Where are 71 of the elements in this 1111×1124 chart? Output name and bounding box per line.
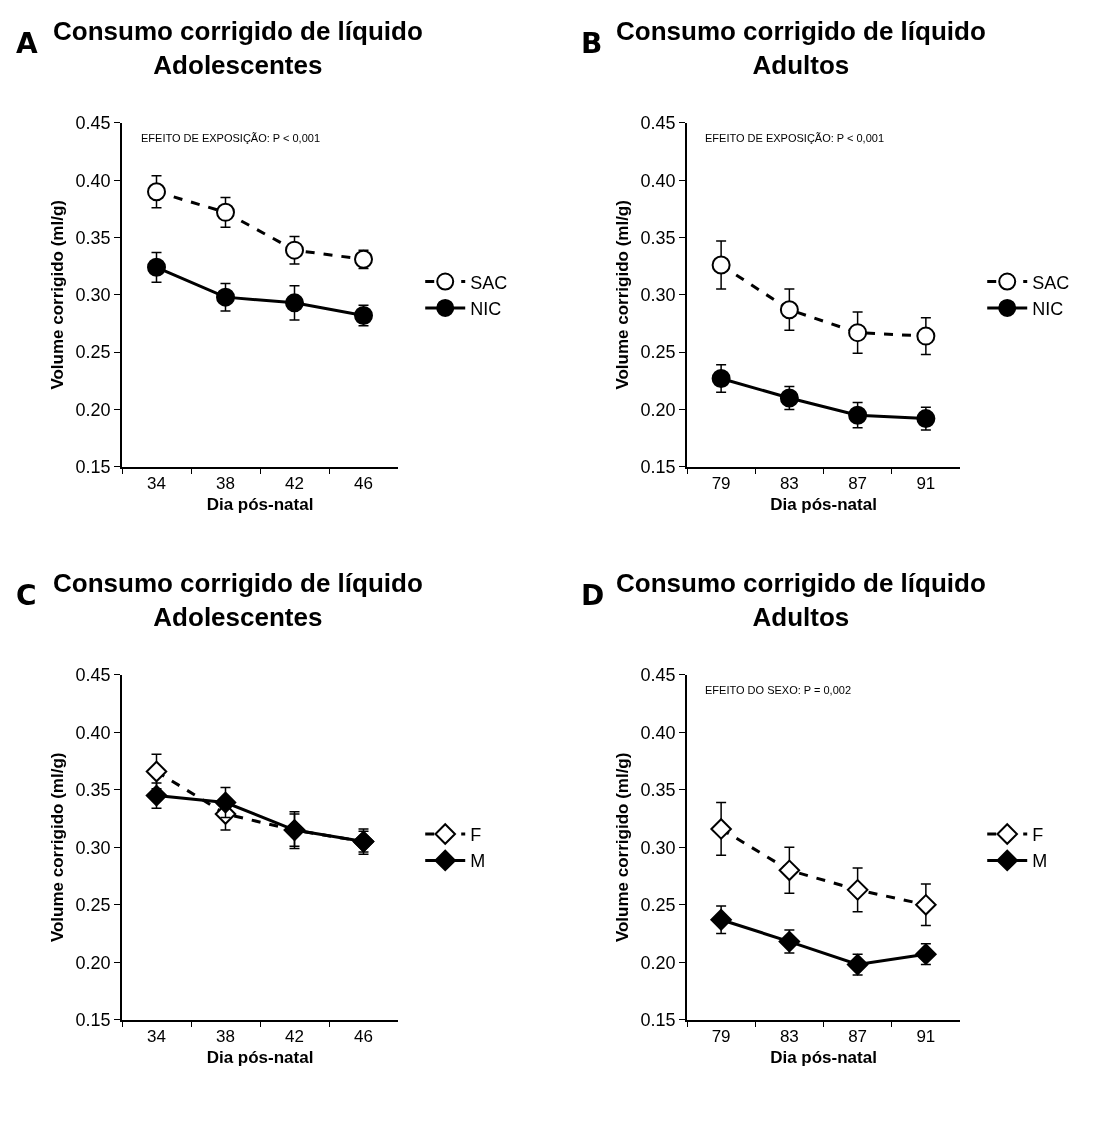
x-tick-label: 46 — [354, 1026, 373, 1046]
y-tick-label: 0.15 — [75, 1010, 111, 1030]
chart-title: Consumo corrigido de líquido Adolescentes — [53, 568, 423, 632]
y-tick-label: 0.30 — [75, 285, 111, 306]
y-axis-title: Volume corrigido (ml/g) — [612, 200, 632, 390]
y-tick-label: 0.35 — [640, 227, 676, 248]
x-tick-label: 91 — [916, 473, 936, 493]
x-tick-label: 87 — [848, 473, 868, 493]
text: C — [16, 579, 37, 612]
chart-title: Consumo corrigido de líquido Adultos — [616, 568, 986, 632]
x-tick-label: 83 — [779, 473, 799, 493]
y-tick-label: 0.20 — [640, 399, 676, 420]
y-tick-label: 0.40 — [75, 722, 111, 743]
y-tick-label: 0.20 — [75, 952, 111, 973]
text: D — [581, 579, 605, 612]
y-tick-label: 0.40 — [640, 722, 676, 743]
y-tick-label: 0.25 — [640, 895, 676, 916]
text: B — [581, 27, 603, 60]
legend-label: NIC — [1032, 298, 1064, 319]
x-tick-label: 42 — [285, 473, 304, 493]
y-tick-label: 0.30 — [640, 285, 676, 306]
y-axis-title: Volume corrigido (ml/g) — [47, 200, 67, 390]
y-tick-label: 0.20 — [75, 399, 111, 420]
x-tick-label: 83 — [779, 1026, 799, 1046]
y-tick-label: 0.25 — [75, 342, 111, 363]
annotation: EFEITO DE EXPOSIÇÃO: P < 0,001 — [141, 132, 321, 144]
x-tick-label: 38 — [216, 473, 235, 493]
y-tick-label: 0.35 — [75, 227, 111, 248]
legend-label: F — [470, 825, 482, 846]
x-tick-label: 34 — [147, 1026, 166, 1046]
y-tick-label: 0.35 — [75, 780, 111, 801]
x-tick-label: 42 — [285, 1026, 304, 1046]
legend-label: NIC — [470, 298, 502, 319]
y-tick-label: 0.25 — [75, 895, 111, 916]
y-tick-label: 0.15 — [640, 457, 676, 478]
y-tick-label: 0.40 — [640, 170, 676, 191]
x-tick-label: 79 — [711, 473, 731, 493]
y-tick-label: 0.25 — [640, 342, 676, 363]
text: A — [16, 27, 38, 60]
y-tick-label: 0.15 — [75, 457, 111, 478]
y-axis-title: Volume corrigido (ml/g) — [612, 752, 632, 943]
legend-label: SAC — [470, 272, 508, 293]
y-tick-label: 0.45 — [75, 665, 111, 686]
y-tick-label: 0.45 — [75, 113, 111, 134]
x-tick-label: 91 — [916, 1026, 936, 1046]
x-tick-label: 79 — [711, 1026, 731, 1046]
x-axis-title: Dia pós-natal — [770, 494, 877, 514]
annotation: EFEITO DO SEXO: P = 0,002 — [705, 684, 852, 696]
legend-label: M — [1032, 851, 1048, 872]
legend-label: F — [1032, 825, 1044, 846]
chart-title: Consumo corrigido de líquido Adolescentes — [53, 16, 423, 80]
annotation: EFEITO DE EXPOSIÇÃO: P < 0,001 — [705, 132, 885, 144]
x-tick-label: 38 — [216, 1026, 235, 1046]
y-tick-label: 0.40 — [75, 170, 111, 191]
y-tick-label: 0.15 — [640, 1010, 676, 1030]
y-tick-label: 0.45 — [640, 113, 676, 134]
x-axis-title: Dia pós-natal — [206, 494, 314, 514]
chart-title: Consumo corrigido de líquido Adultos — [616, 16, 986, 80]
legend-label: SAC — [1032, 272, 1070, 293]
x-axis-title: Dia pós-natal — [206, 1047, 314, 1067]
x-tick-label: 34 — [147, 473, 166, 493]
y-tick-label: 0.30 — [640, 837, 676, 858]
x-tick-label: 46 — [354, 473, 373, 493]
y-axis-title: Volume corrigido (ml/g) — [47, 752, 67, 943]
y-tick-label: 0.45 — [640, 665, 676, 686]
legend-label: M — [470, 851, 486, 872]
x-tick-label: 87 — [848, 1026, 868, 1046]
y-tick-label: 0.20 — [640, 952, 676, 973]
x-axis-title: Dia pós-natal — [770, 1047, 877, 1067]
y-tick-label: 0.30 — [75, 837, 111, 858]
y-tick-label: 0.35 — [640, 780, 676, 801]
